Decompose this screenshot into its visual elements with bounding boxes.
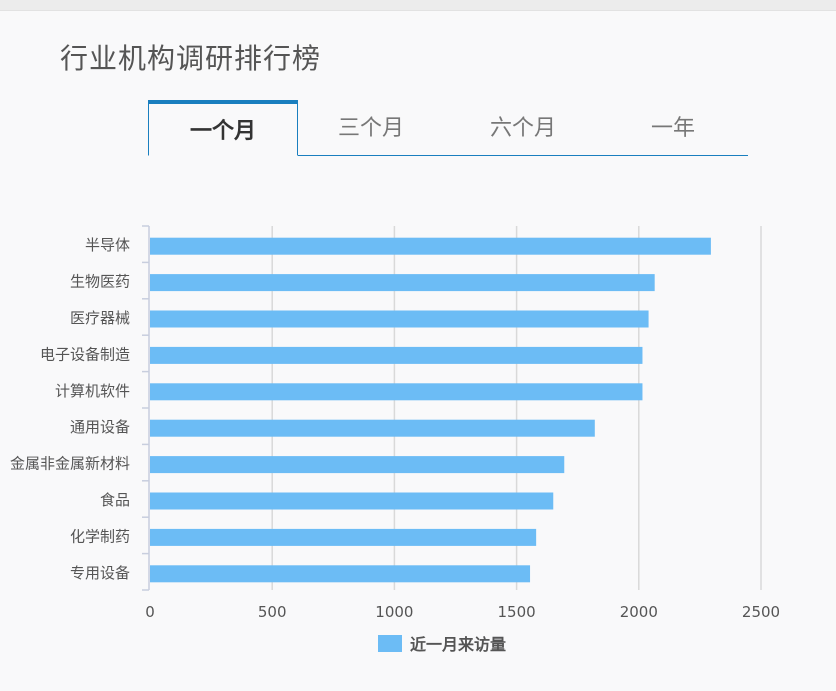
legend-swatch (378, 634, 402, 652)
category-label: 化学制药 (70, 527, 130, 545)
category-label: 通用设备 (70, 418, 130, 436)
bar-2[interactable] (150, 274, 655, 292)
window-top-strip (0, 0, 836, 11)
x-tick-label: 1000 (375, 603, 413, 621)
tab-six-months[interactable]: 六个月 (489, 116, 556, 141)
tab-one-month[interactable]: 一个月 (148, 100, 298, 156)
bar-10[interactable] (150, 565, 531, 583)
category-label: 电子设备制造 (40, 345, 130, 363)
category-label: 半导体 (85, 236, 130, 254)
x-tick-label: 0 (145, 603, 155, 621)
category-label: 金属非金属新材料 (10, 455, 130, 473)
tab-one-year[interactable]: 一年 (650, 116, 695, 141)
legend-label: 近一月来访量 (410, 635, 507, 654)
x-tick-label: 2000 (620, 603, 658, 621)
tab-three-months[interactable]: 三个月 (337, 116, 404, 141)
page-title: 行业机构调研排行榜 (60, 42, 322, 75)
category-label: 生物医药 (70, 273, 130, 291)
x-tick-label: 500 (258, 603, 287, 621)
bar-4[interactable] (150, 346, 643, 364)
category-label: 食品 (100, 491, 130, 509)
bar-7[interactable] (150, 456, 565, 474)
x-tick-label: 2500 (742, 603, 780, 621)
bar-6[interactable] (150, 419, 595, 437)
bar-1[interactable] (150, 237, 711, 255)
category-label: 专用设备 (70, 564, 130, 582)
bar-3[interactable] (150, 310, 649, 328)
bar-5[interactable] (150, 383, 643, 401)
period-tabs: 一个月 三个月 六个月 一年 (148, 100, 748, 156)
bar-9[interactable] (150, 528, 537, 546)
category-label: 医疗器械 (70, 309, 130, 327)
category-label: 计算机软件 (55, 382, 130, 400)
bar-8[interactable] (150, 492, 554, 510)
chart-legend[interactable]: 近一月来访量 (378, 632, 506, 654)
x-tick-label: 1500 (498, 603, 536, 621)
